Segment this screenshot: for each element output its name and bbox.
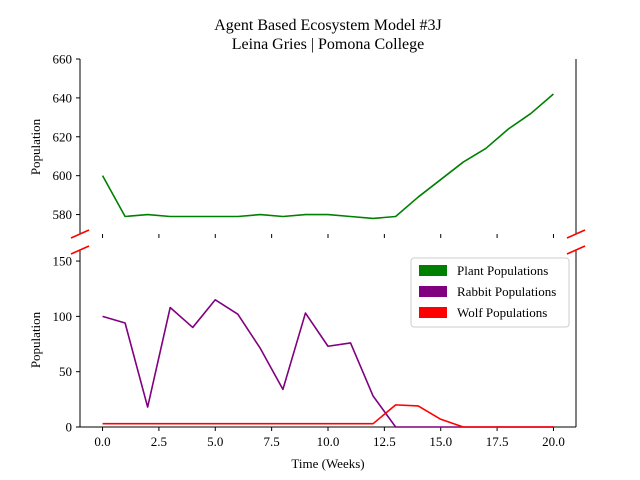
legend-label: Plant Populations xyxy=(457,263,548,278)
x-tick-label: 7.5 xyxy=(264,434,280,449)
upper-y-tick-label: 640 xyxy=(53,90,73,105)
legend-label: Wolf Populations xyxy=(457,305,547,320)
wolf-populations-line xyxy=(102,404,554,428)
legend-label: Rabbit Populations xyxy=(457,284,556,299)
plant-populations-line xyxy=(101,93,554,220)
upper-y-tick-label: 600 xyxy=(53,168,73,183)
axis-break-mark xyxy=(566,245,586,255)
upper-panel: 580 600 620 640 660 xyxy=(53,52,577,238)
legend-swatch xyxy=(419,265,447,276)
axis-break-marks xyxy=(70,229,586,255)
upper-y-axis-label: Population xyxy=(28,118,43,175)
x-tick-label: 0.0 xyxy=(94,434,110,449)
x-tick-label: 12.5 xyxy=(373,434,396,449)
x-tick-label: 17.5 xyxy=(486,434,509,449)
x-tick-label: 5.0 xyxy=(207,434,223,449)
upper-y-tick-label: 580 xyxy=(53,207,73,222)
upper-y-tick-label: 660 xyxy=(53,52,73,67)
axis-break-mark xyxy=(566,229,586,239)
upper-y-tick-label: 620 xyxy=(53,129,73,144)
lower-y-tick-label: 100 xyxy=(53,309,73,324)
lower-y-axis-label: Population xyxy=(28,311,43,368)
chart-title: Agent Based Ecosystem Model #3J xyxy=(214,17,442,34)
lower-y-tick-label: 50 xyxy=(59,364,72,379)
x-tick-label: 10.0 xyxy=(317,434,340,449)
x-tick-label: 2.5 xyxy=(151,434,167,449)
x-tick-label: 15.0 xyxy=(429,434,452,449)
legend-box xyxy=(410,257,570,328)
legend-swatch xyxy=(419,307,447,318)
x-axis-label: Time (Weeks) xyxy=(291,456,364,471)
lower-y-tick-label: 150 xyxy=(53,254,73,269)
chart-subtitle: Leina Gries | Pomona College xyxy=(232,36,425,53)
lower-y-tick-label: 0 xyxy=(66,420,73,435)
legend: Plant Populations Rabbit Populations Wolf … xyxy=(410,257,570,328)
x-tick-label: 20.0 xyxy=(542,434,565,449)
axis-break-mark xyxy=(70,229,90,239)
axis-break-mark xyxy=(70,245,90,255)
legend-swatch xyxy=(419,286,447,297)
lower-panel: 0 50 100 150 0.0 2.5 5.0 7.5 10.0 12.5 15.0 17.5 20.… xyxy=(53,250,577,449)
